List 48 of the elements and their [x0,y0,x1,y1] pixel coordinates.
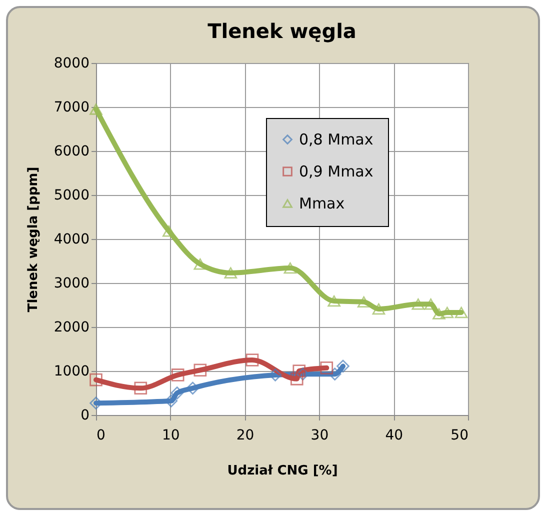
point [170,386,184,400]
legend-label: 0,9 Mmax [299,162,374,180]
x-tick-label: 30 [310,428,329,444]
point [194,258,207,270]
x-tick-label: 20 [236,428,254,444]
y-tick-label: 6000 [54,144,90,160]
point [246,354,259,366]
y-tick-label: 7000 [54,100,90,116]
y-tick-label: 1000 [54,364,90,380]
point [292,364,306,378]
point [454,306,468,318]
y-axis-title: Tlenek węgla [ppm] [26,166,41,312]
x-tick-label: 50 [450,428,468,444]
point [186,382,200,395]
point [162,225,176,237]
point [90,396,102,410]
point [90,104,102,115]
point [268,368,282,382]
point [372,303,386,315]
point [164,394,178,408]
point [134,382,148,395]
x-tick-label: 0 [96,428,106,444]
point [336,360,350,373]
x-tick-label: 10 [162,428,180,444]
y-tick-label: 3000 [54,276,90,292]
point [296,368,310,380]
point [284,262,297,274]
point [440,306,454,318]
chart-title: Tlenek węgla [208,19,356,43]
x-axis-title: Udział CNG [%] [227,464,338,478]
legend-label: 0,8 Mmax [299,130,374,148]
point [328,295,340,307]
point [412,298,425,310]
point [224,267,238,279]
point [357,296,370,308]
y-tick-label: 5000 [54,188,90,204]
legend-label: Mmax [299,194,345,212]
y-tick-label: 4000 [54,232,90,248]
point [194,364,207,377]
point [432,308,446,320]
point [90,373,102,386]
y-tick-label: 0 [80,408,90,424]
y-tick-label: 8000 [54,56,90,72]
point [171,368,184,382]
point [290,372,304,386]
y-tick-label: 2000 [54,320,90,336]
point [320,362,334,374]
x-tick-label: 40 [385,428,404,444]
